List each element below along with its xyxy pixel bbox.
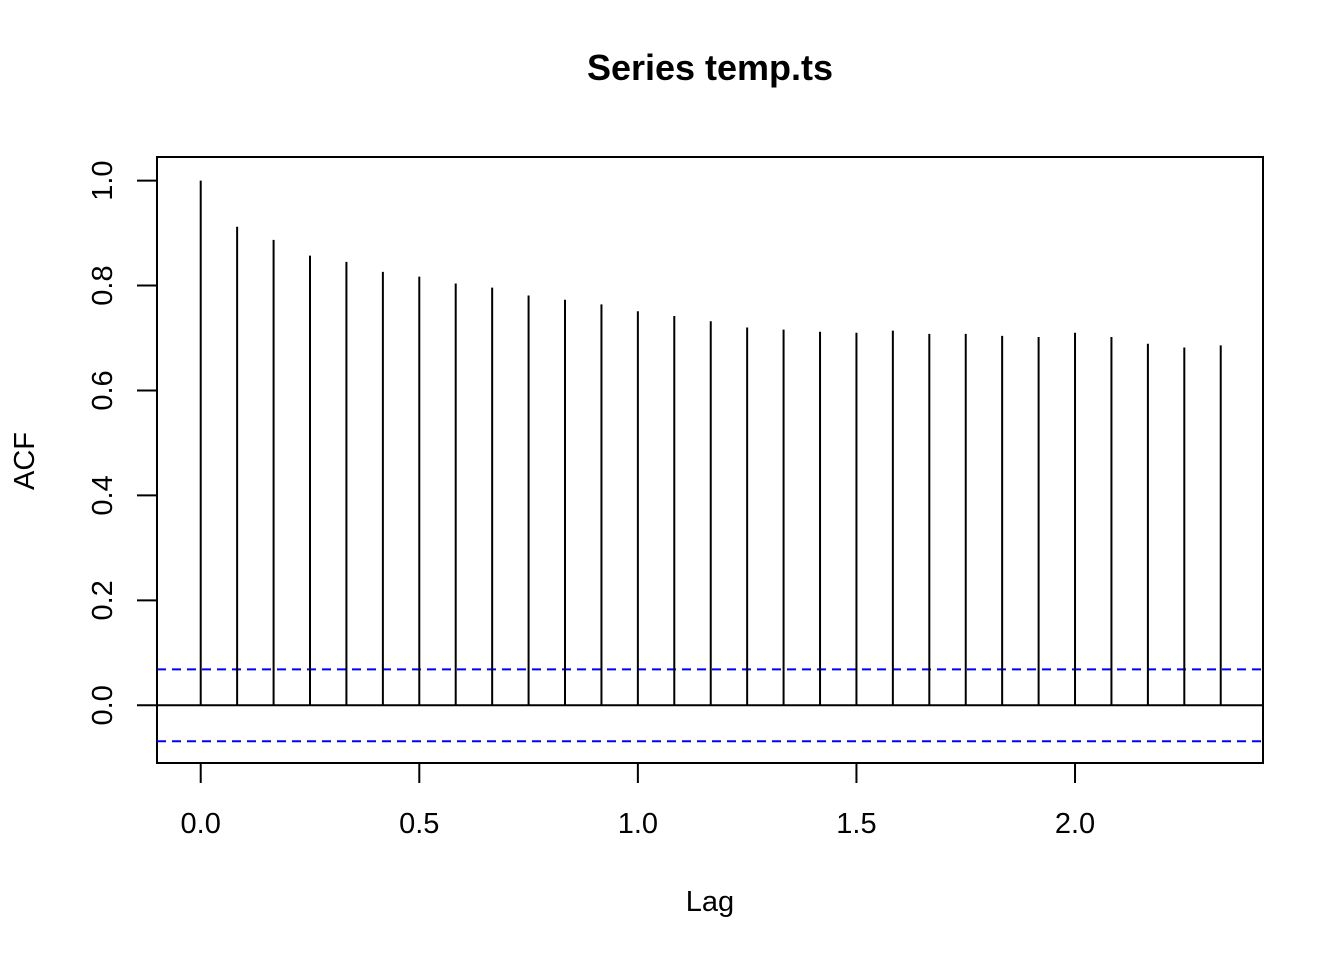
y-tick-label: 0.8 <box>87 265 119 305</box>
plot-area: 0.0 0.5 1.0 1.5 2.0 0.0 0.2 0.4 0.6 0.8 1.0 <box>87 156 1264 840</box>
y-tick-label: 0.6 <box>87 370 119 410</box>
chart-title: Series temp.ts <box>587 47 833 88</box>
y-tick-label: 0.2 <box>87 580 119 620</box>
y-tick-label: 0.0 <box>87 685 119 725</box>
x-tick-label: 0.0 <box>181 808 221 840</box>
y-tick-label: 0.4 <box>87 475 119 515</box>
x-tick-label: 1.0 <box>618 808 658 840</box>
x-tick-label: 0.5 <box>399 808 439 840</box>
y-axis-title: ACF <box>9 432 41 490</box>
x-tick-label: 1.5 <box>836 808 876 840</box>
y-tick-label: 1.0 <box>87 160 119 200</box>
x-tick-label: 2.0 <box>1055 808 1095 840</box>
x-axis-title: Lag <box>686 886 734 918</box>
